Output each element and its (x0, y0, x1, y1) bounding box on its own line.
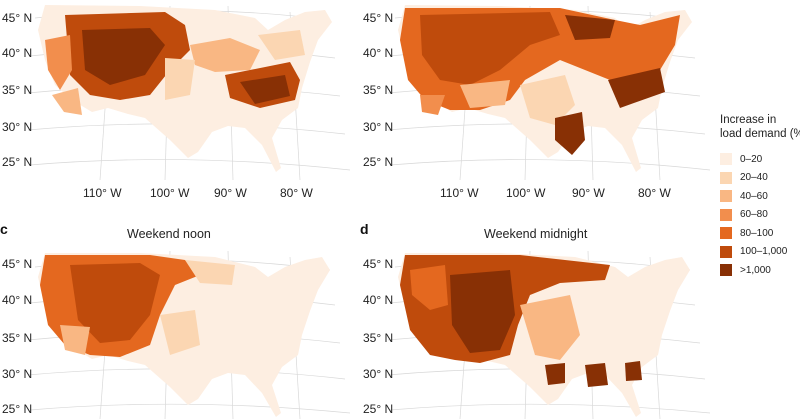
panel-title: Weekend noon (127, 227, 211, 241)
lat-label: 45° N (363, 11, 394, 25)
lat-label: 30° N (363, 367, 394, 381)
map-a-svg (27, 5, 351, 181)
lat-label: 25° N (363, 402, 394, 416)
legend-swatch (720, 245, 732, 258)
map-panel-d: d Weekend midnight 45° N 40° N 35° N 30°… (360, 215, 711, 419)
lat-label: 35° N (363, 331, 394, 345)
panel-label: c (0, 221, 8, 237)
us-landmass (38, 253, 330, 417)
map-panel-a: 45° N 40° N 35° N 30° N 25° N 110° W 100… (0, 0, 360, 210)
legend-swatch (720, 208, 732, 221)
lat-label: 30° N (2, 120, 33, 134)
lat-label: 35° N (2, 331, 33, 345)
lat-label: 25° N (2, 402, 33, 416)
legend-label: 20–40 (740, 172, 768, 184)
legend-label: 0–20 (740, 153, 763, 165)
lat-label: 25° N (2, 155, 33, 169)
legend-label: 60–80 (740, 209, 768, 221)
lat-label: 25° N (363, 155, 394, 169)
lon-label: 100° W (150, 186, 190, 200)
legend-item: 0–20 (720, 150, 800, 169)
lat-label: 40° N (363, 293, 394, 307)
lat-label: 45° N (2, 257, 33, 271)
legend-item: 20–40 (720, 169, 800, 188)
lat-label: 35° N (363, 83, 394, 97)
map-d-svg (387, 250, 711, 419)
us-landmass (398, 5, 692, 172)
lat-label: 30° N (2, 367, 33, 381)
us-landmass (38, 5, 332, 172)
legend-item: 100–1,000 (720, 243, 800, 262)
legend-item: 80–100 (720, 224, 800, 243)
lon-label: 80° W (280, 186, 313, 200)
map-panel-b: 45° N 40° N 35° N 30° N 25° N 110° W 100… (360, 0, 711, 210)
legend-item: 60–80 (720, 206, 800, 225)
legend-swatch (720, 171, 732, 184)
legend-swatch (720, 190, 732, 203)
legend-swatch (720, 264, 732, 277)
legend-swatch (720, 153, 732, 166)
lon-label: 90° W (214, 186, 247, 200)
map-c-svg (27, 250, 351, 419)
lat-label: 40° N (2, 46, 33, 60)
lon-label: 110° W (83, 186, 122, 200)
map-legend: Increase in load demand (%) 0–20 20–40 40–… (720, 113, 800, 280)
lat-label: 40° N (2, 293, 33, 307)
map-b-svg (387, 5, 711, 181)
legend-label: >1,000 (740, 264, 771, 276)
lat-label: 45° N (2, 11, 33, 25)
legend-label: 100–1,000 (740, 246, 788, 258)
legend-items: 0–20 20–40 40–60 60–80 80–100 100–1,000 >1,000 (720, 150, 800, 280)
legend-title: Increase in load demand (%) (720, 113, 800, 141)
legend-swatch (720, 227, 732, 240)
lat-label: 40° N (363, 46, 394, 60)
legend-item: 40–60 (720, 187, 800, 206)
legend-label: 80–100 (740, 227, 774, 239)
panel-title: Weekend midnight (484, 227, 588, 241)
lon-label: 80° W (638, 186, 671, 200)
legend-label: 40–60 (740, 190, 768, 202)
lon-label: 100° W (506, 186, 546, 200)
legend-title-line: Increase in (720, 114, 777, 126)
lon-label: 90° W (572, 186, 605, 200)
map-panel-c: c Weekend noon 45° N 40° N 35° N 30° N 2… (0, 215, 360, 419)
legend-title-line: load demand (%) (720, 128, 800, 140)
us-landmass (398, 253, 690, 417)
lat-label: 30° N (363, 120, 394, 134)
panel-label: d (360, 221, 369, 237)
legend-item: >1,000 (720, 261, 800, 280)
lat-label: 35° N (2, 83, 33, 97)
lon-label: 110° W (440, 186, 479, 200)
lat-label: 45° N (363, 257, 394, 271)
